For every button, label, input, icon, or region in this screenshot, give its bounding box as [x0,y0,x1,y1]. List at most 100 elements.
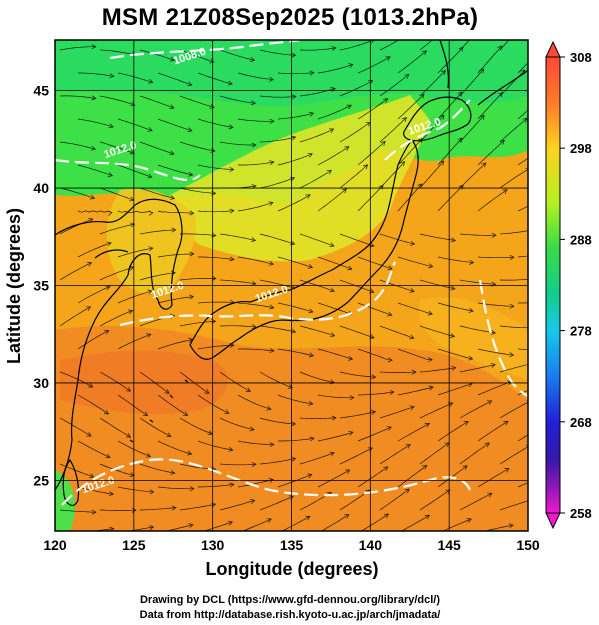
streamline [139,371,170,394]
streamline [99,223,135,235]
streamline [99,371,131,392]
streamline-arrow [487,400,493,405]
streamline-arrow [105,453,111,459]
streamline [157,118,193,132]
streamline-arrow [346,104,352,110]
streamline-arrow [409,334,415,340]
streamline [477,420,509,442]
streamline [339,371,376,378]
streamline-arrow [251,142,257,148]
streamline [499,364,528,373]
streamline-arrow [145,452,152,458]
streamline [117,394,148,416]
streamline [499,118,528,143]
streamline-arrow [146,333,152,338]
isobar-1008 [109,40,301,60]
streamline [117,290,152,304]
streamline-arrow [269,442,275,448]
streamline [157,394,188,416]
x-axis-title: Longitude (degrees) [205,559,378,579]
streamline-arrow [269,160,275,166]
streamline-arrow [131,507,137,513]
streamline-arrow [308,111,315,117]
streamline [517,109,528,120]
streamline [117,247,153,258]
streamline [484,524,514,531]
streamline [357,141,386,166]
streamline [517,157,528,166]
streamline-arrow [387,265,393,271]
streamline-arrow [466,518,472,523]
streamline [339,279,374,293]
streamline [77,164,113,177]
streamline-arrow [227,520,233,526]
streamline [379,488,410,511]
streamline [517,255,528,258]
streamline-arrow [445,489,451,495]
y-axis-title: Latitude (degrees) [4,208,24,364]
streamline-arrow [344,146,350,151]
map-title: MSM 21Z08Sep2025 (1013.2hPa) [101,4,479,31]
streamline [157,440,192,455]
streamline [419,160,445,189]
streamline [238,161,274,166]
streamline-arrow [229,208,235,214]
streamline [77,210,113,213]
x-tick-label: 150 [516,537,540,553]
streamline-arrow [508,523,514,529]
streamline [127,526,154,531]
streamline-arrow [503,420,509,426]
isobar-1012-southeast [478,279,528,397]
streamline-arrow [439,114,445,120]
streamline-arrow [305,516,311,521]
streamline-arrow [458,46,464,52]
streamline [517,348,528,351]
streamline [219,499,255,511]
streamline [419,442,450,465]
streamline [59,95,96,99]
streamline [397,465,428,488]
streamline-arrow [525,167,528,173]
streamline-arrow [207,430,213,436]
streamline-arrow [481,162,487,168]
colorbar-gradient [545,56,561,514]
streamline-arrow [251,462,257,467]
streamline [379,279,415,292]
isobar-1012-south [61,458,472,506]
streamline-arrow [291,456,297,462]
streamline-arrow [186,450,193,456]
streamline [219,233,256,241]
streamline-arrow [448,402,454,407]
colorbar-top-arrow [545,40,561,58]
streamline-arrow [479,114,485,120]
streamline [379,233,415,245]
streamline [277,112,314,120]
streamline [277,474,312,488]
streamline [317,469,350,488]
streamline [165,524,194,531]
streamline [339,40,375,51]
streamline-arrow [268,201,274,207]
streamline-arrow [250,499,256,504]
x-tick-label: 130 [201,537,225,553]
streamline [357,302,392,316]
streamline [179,233,216,236]
streamline-arrow [369,288,375,294]
streamline [99,310,133,327]
streamline-arrow [291,328,297,334]
streamline [459,279,496,285]
streamline-arrow [329,451,335,457]
streamline-arrow [149,489,155,495]
streamline [317,188,347,212]
streamline-arrow [291,52,297,58]
streamline-arrow [287,384,294,389]
streamline-arrow [229,299,235,305]
streamline-arrow [148,246,154,252]
streamline [437,91,463,120]
streamline [99,141,135,154]
streamline-arrow [187,81,193,87]
streamline-arrow [469,259,475,265]
y-tick-label: 45 [33,83,49,99]
isobar-1012-central [119,261,396,327]
